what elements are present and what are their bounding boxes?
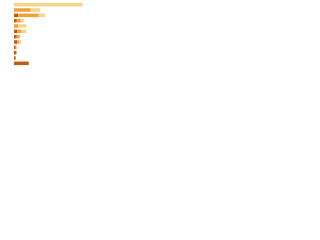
bar-segment xyxy=(17,29,22,34)
bar-segment xyxy=(30,8,41,12)
bar-segment xyxy=(14,45,16,50)
bar-segment xyxy=(20,18,24,23)
bar-segment xyxy=(16,34,20,39)
bar-segment xyxy=(14,40,18,44)
page: {"chart_data": {"type": "stacked-bar-hor… xyxy=(0,0,100,71)
chart xyxy=(14,2,83,66)
bar-segment xyxy=(14,18,17,23)
bar-segment xyxy=(17,40,19,44)
bar-segment xyxy=(14,29,18,34)
bar-segment xyxy=(14,13,19,18)
bar-segment xyxy=(38,13,46,18)
bar-segment xyxy=(21,29,27,34)
bar-segment xyxy=(14,50,17,55)
bar-segment xyxy=(14,24,19,28)
bar-segment xyxy=(14,61,29,66)
bar-segment xyxy=(18,24,27,28)
bar-segment xyxy=(14,34,17,39)
bar-segment xyxy=(15,45,18,50)
bar-segment xyxy=(18,40,22,44)
bar-segment xyxy=(16,18,21,23)
bar-segment xyxy=(18,13,39,18)
bar-segment xyxy=(14,2,83,7)
bar-segment xyxy=(14,8,31,12)
bar-segment xyxy=(14,56,16,60)
